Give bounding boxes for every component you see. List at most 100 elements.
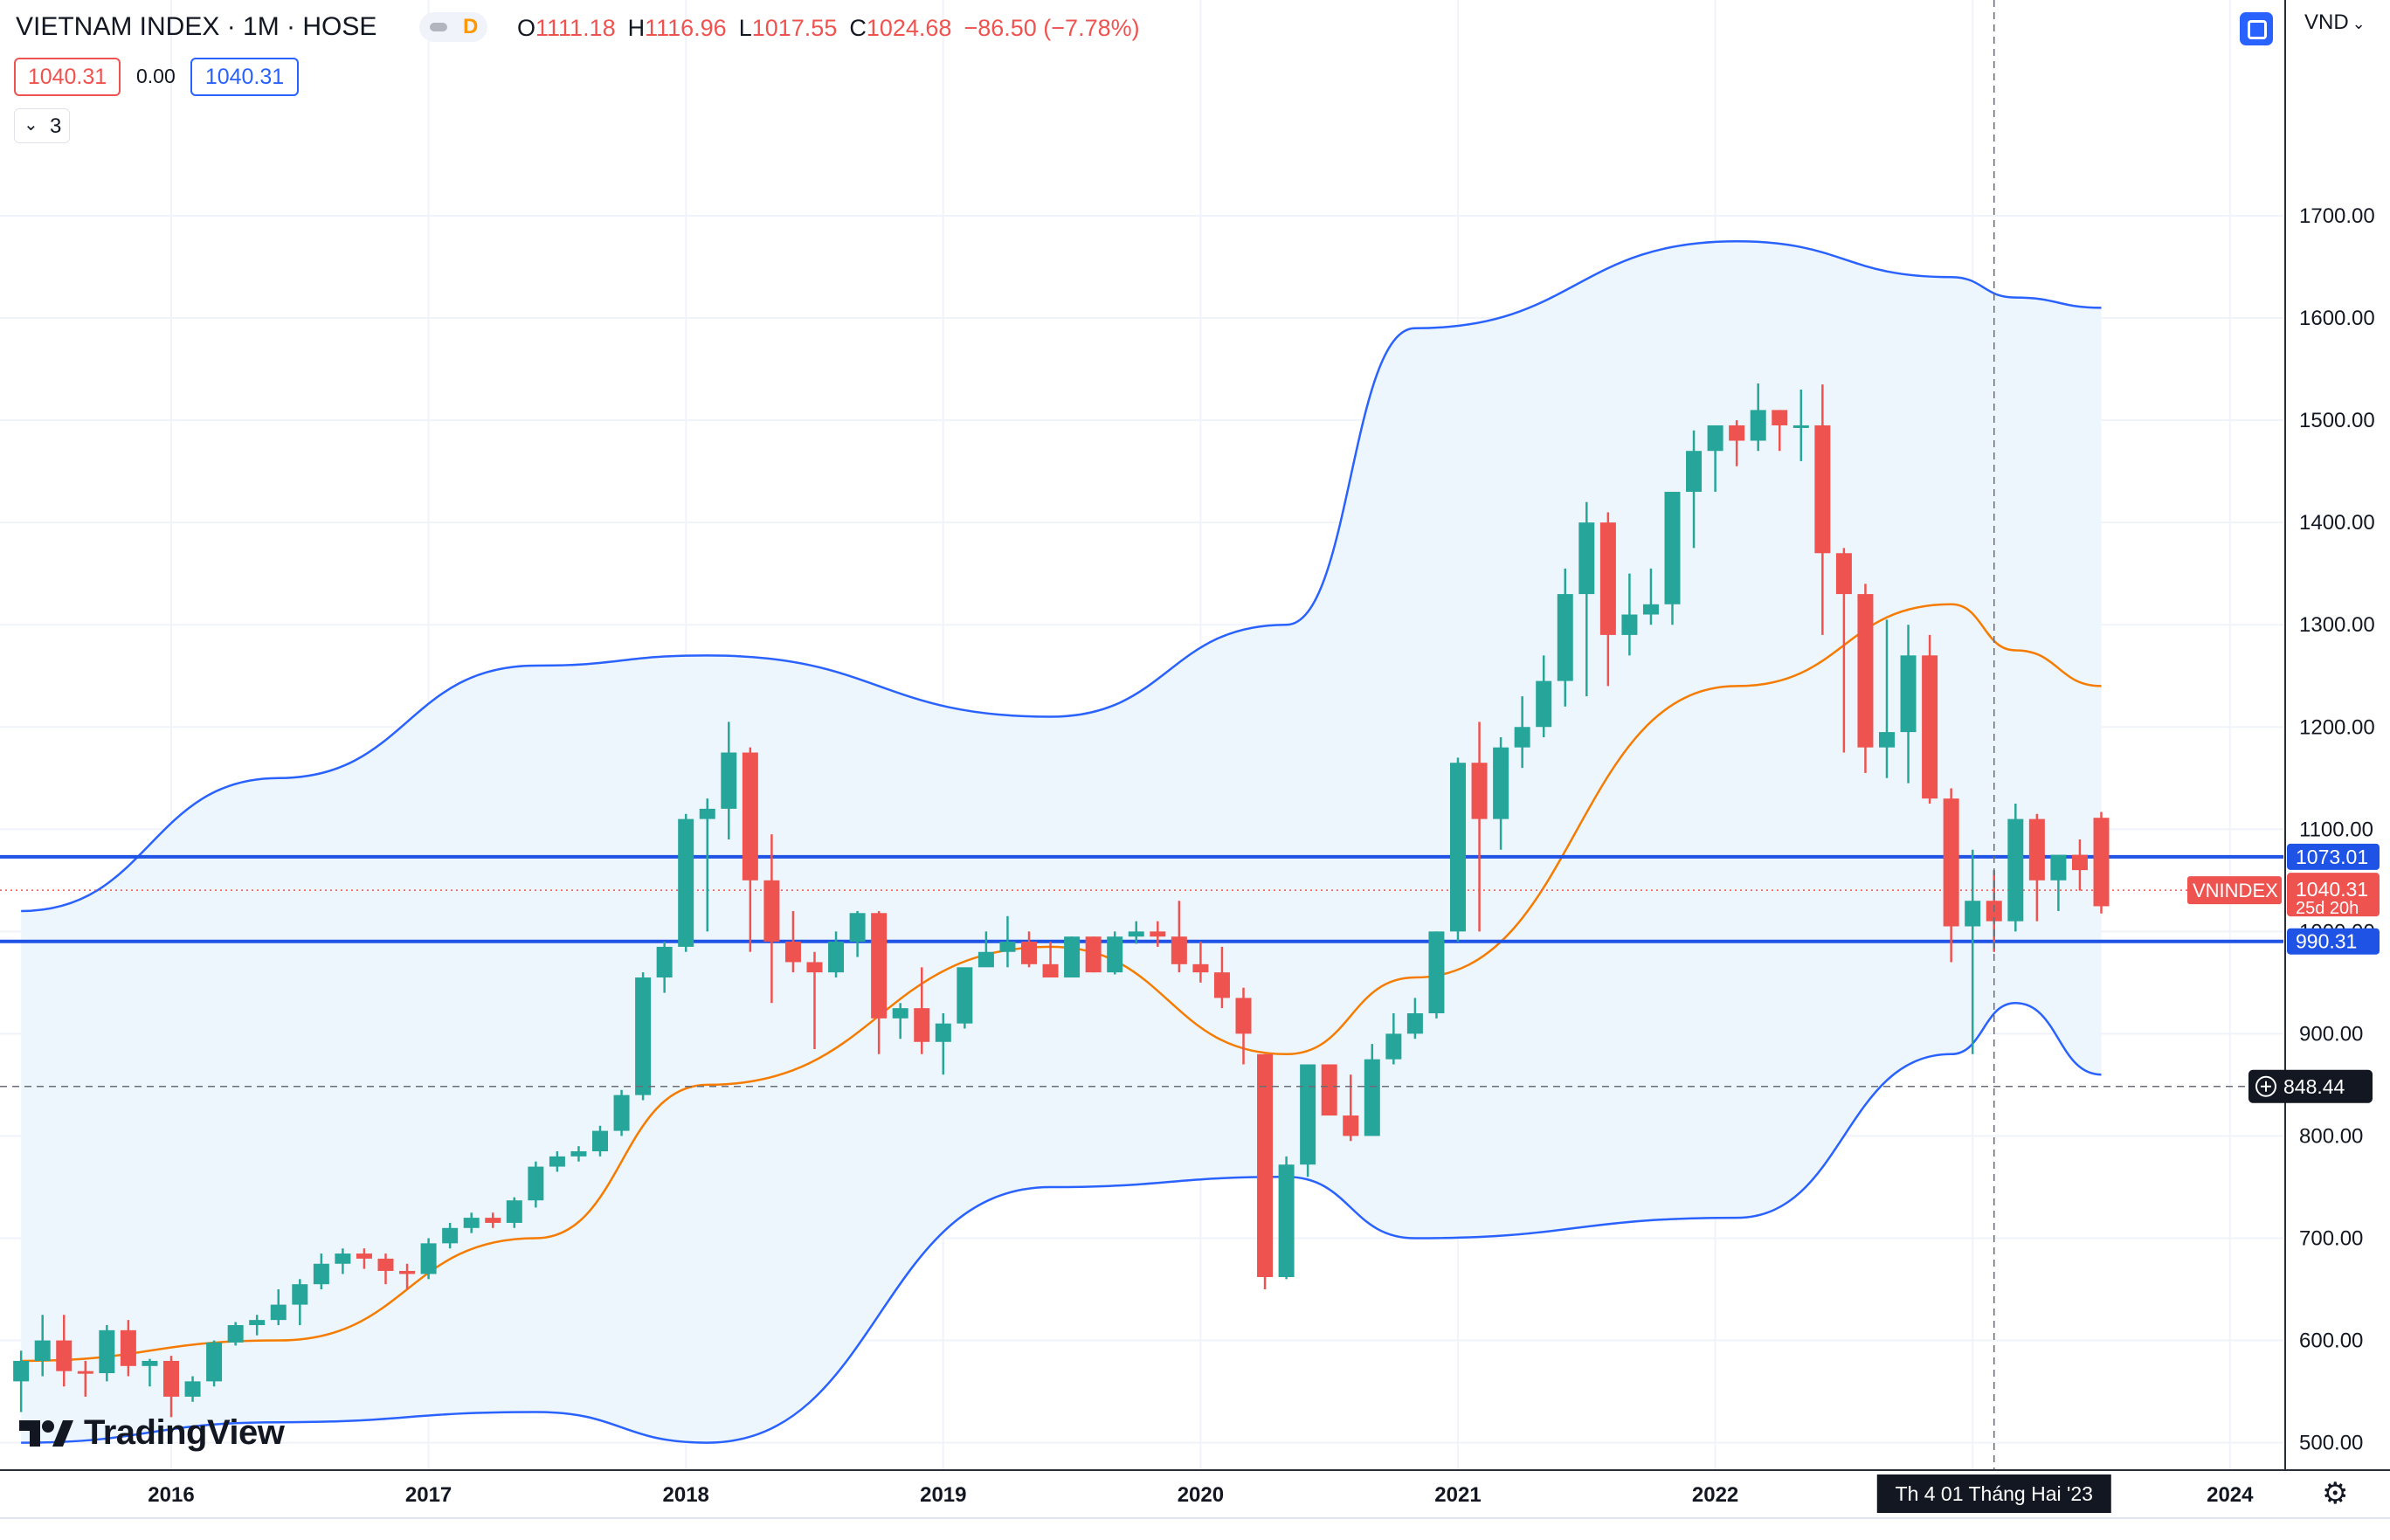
price-axis-label: 1200.00 [2299,715,2375,739]
candle-body [184,1381,201,1397]
candle-body [1621,614,1638,635]
candle-body [656,946,673,978]
candle-body [784,942,801,963]
candle [1278,1156,1295,1280]
time-axis-label: 2021 [1434,1483,1481,1507]
candle [742,747,758,952]
candle [1642,568,1659,625]
candle-body [892,1008,908,1019]
candle-body [1857,594,1874,748]
candle [678,813,694,952]
candle [2071,839,2088,891]
candle [120,1320,136,1377]
candle [1150,921,1166,947]
bb-fill [21,241,2102,1443]
candle-body [721,752,737,809]
price-axis-label: 800.00 [2299,1124,2363,1148]
candle-body [1514,727,1530,748]
candle [1085,936,1102,973]
candle [163,1356,179,1418]
candle-body [399,1270,416,1274]
candle [957,967,973,1029]
candle [1772,410,1788,452]
candle-body [142,1360,158,1366]
candle [914,967,930,1054]
chart-settings-button[interactable]: ⚙ [2322,1478,2353,1509]
currency-selector[interactable]: VND ⌄ [2304,10,2366,35]
interval-badge[interactable]: D [419,12,487,42]
candle-body [763,880,780,943]
candle-body [806,962,823,973]
upper-line-price-badge-bg [2287,843,2380,870]
candle-body [742,752,758,880]
symbol-tag-text: VNINDEX [2193,880,2278,901]
sell-price-box[interactable]: 1040.31 [14,58,121,96]
candle [549,1151,565,1172]
candle [1557,568,1573,707]
time-axis-label: 2020 [1178,1483,1224,1507]
symbol-title[interactable]: VIETNAM INDEX · 1M · HOSE [16,12,376,42]
candle-body [1171,936,1187,964]
candle [335,1248,351,1274]
candle-body [1578,522,1595,595]
buy-price-box[interactable]: 1040.31 [190,58,299,96]
candle-body [1965,901,1981,927]
candle-body [485,1218,501,1223]
candle [1471,722,1488,932]
candle-body [442,1227,459,1244]
candle [1599,512,1616,687]
candle-body [13,1360,30,1382]
candle [1107,931,1123,975]
candle [506,1197,522,1228]
time-axis-label: 2019 [920,1483,966,1507]
bb-upper-line [21,240,2102,913]
upper-line-price-badge-text: 1073.01 [2296,846,2368,868]
settings-switch-button[interactable] [2240,12,2273,45]
candle-body [914,1008,930,1042]
candle-body [1879,732,1895,748]
candle-body [1557,594,1573,681]
candle [784,910,801,973]
candle [1857,584,1874,773]
candle-body [356,1253,372,1259]
candle-body [227,1324,244,1343]
candle-body [120,1329,136,1366]
candle [1707,425,1723,493]
candle-body [1085,936,1102,973]
candle [977,931,994,968]
candle [1578,501,1595,697]
crosshair-date-text: Th 4 01 Tháng Hai '23 [1896,1482,2093,1505]
symbol-tag: VNINDEX [2187,876,2282,905]
price-axis-label: 1100.00 [2299,818,2373,841]
candle-body [1493,747,1509,819]
indicators-toggle[interactable]: ⌄ 3 [14,108,70,143]
crosshair-price-text: 848.44 [2283,1075,2345,1098]
candle [721,722,737,840]
candle-body [1642,604,1659,615]
candle [2007,804,2024,932]
candle-body [1064,936,1081,978]
candle [1385,1012,1402,1065]
spread: 0.00 [136,65,176,87]
candle [1235,987,1252,1065]
candle-body [1792,425,1809,428]
candle [99,1324,115,1382]
price-axis-label: 700.00 [2299,1227,2363,1251]
candle-body [1364,1059,1380,1136]
lower-line-price-badge: 990.31 [2287,928,2380,955]
countdown-text: 25d 20h [2296,899,2359,918]
candle-body [463,1218,480,1228]
symbol-title-text: VIETNAM INDEX · 1M · HOSE [16,12,377,41]
time-axis[interactable]: 2016 2017 2018 2019 2020 2021 2022 2024 Th 4 01 … [0,1469,2390,1540]
candle [356,1248,372,1269]
last-price-badge-bg [2287,873,2380,917]
price-axis[interactable]: 1700.00 1600.00 1500.00 1400.00 1300.00 1200.… [2187,0,2390,1540]
plus-circle-icon [2255,1075,2276,1097]
candle [699,798,715,932]
horizontal-lines[interactable] [0,854,2283,943]
price-axis-label: 600.00 [2299,1329,2363,1353]
candle-body [1686,451,1703,493]
candle [1621,573,1638,656]
candle [56,1315,73,1387]
